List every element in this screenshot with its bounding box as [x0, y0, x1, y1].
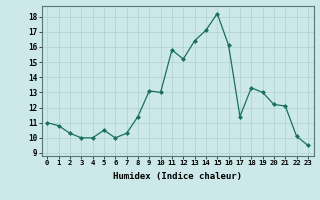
- X-axis label: Humidex (Indice chaleur): Humidex (Indice chaleur): [113, 172, 242, 181]
